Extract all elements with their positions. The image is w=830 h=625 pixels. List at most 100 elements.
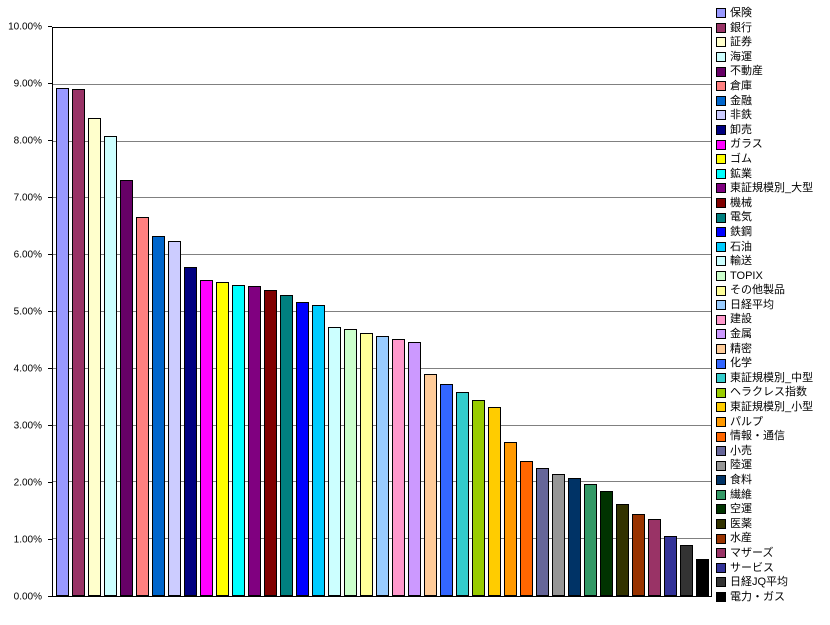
bar-電力・ガス [695, 559, 709, 596]
legend-label: パルプ [730, 415, 763, 428]
legend-swatch [716, 212, 726, 223]
bar-パルプ [503, 441, 517, 596]
legend-label: 空運 [730, 503, 752, 516]
legend-swatch [716, 577, 726, 588]
legend-label: 東証規模別_小型 [730, 401, 814, 414]
legend-swatch [716, 81, 726, 92]
y-tick-mark [48, 197, 52, 198]
legend-swatch [716, 227, 726, 238]
legend-item: 建設 [716, 312, 828, 327]
legend-swatch [716, 285, 726, 296]
legend-label: 非鉄 [730, 109, 752, 122]
legend-label: 精密 [730, 342, 752, 355]
legend-swatch [716, 168, 726, 179]
gridline [53, 197, 711, 199]
legend-label: 卸売 [730, 123, 752, 136]
bar-ガラス [199, 279, 213, 596]
y-tick-mark [48, 596, 52, 597]
y-tick-label: 8.00% [13, 135, 42, 147]
legend-swatch [716, 183, 726, 194]
legend-label: 輸送 [730, 255, 752, 268]
legend-label: 金属 [730, 328, 752, 341]
bar-精密 [423, 374, 437, 596]
legend-label: その他製品 [730, 284, 785, 297]
legend-swatch [716, 343, 726, 354]
legend-label: 金融 [730, 94, 752, 107]
legend-swatch [716, 533, 726, 544]
legend-item: 化学 [716, 356, 828, 371]
legend-item: 情報・通信 [716, 429, 828, 444]
legend-label: 電気 [730, 211, 752, 224]
legend-item: 鉄鋼 [716, 225, 828, 240]
legend-swatch [716, 139, 726, 150]
y-tick-label: 5.00% [13, 306, 42, 318]
y-tick-mark [48, 482, 52, 483]
y-tick-mark [48, 425, 52, 426]
legend-label: 食料 [730, 474, 752, 486]
y-axis: 0.00% 1.00% 2.00% 3.00% 4.00% 5.00% 6.00% 7.00%… [0, 22, 52, 603]
y-tick-mark [48, 311, 52, 312]
legend-item: マザーズ [716, 546, 828, 561]
y-tick-label: 7.00% [13, 192, 42, 204]
legend-item: 海運 [716, 50, 828, 65]
legend-item: 東証規模別_大型 [716, 181, 828, 196]
legend-label: 電力・ガス [730, 590, 785, 603]
gridline [53, 311, 711, 312]
legend-label: 鉄鋼 [730, 225, 752, 238]
bar-水産 [631, 513, 645, 596]
legend-label: 保険 [730, 7, 752, 19]
legend-label: 医薬 [730, 517, 752, 530]
bar-繊維 [583, 484, 597, 596]
legend-swatch [716, 125, 726, 136]
legend-item: 金属 [716, 327, 828, 342]
legend-item: 水産 [716, 531, 828, 546]
bars [53, 28, 711, 596]
legend-item: 陸運 [716, 458, 828, 473]
bar-証券 [87, 117, 101, 596]
y-tick-mark [48, 26, 52, 27]
bar-建設 [391, 339, 405, 596]
legend-swatch [716, 154, 726, 165]
y-tick-mark [48, 254, 52, 255]
legend-item: TOPIX [716, 269, 828, 284]
legend-swatch [716, 300, 726, 311]
legend-item: 電力・ガス [716, 590, 828, 605]
legend-swatch [716, 198, 726, 209]
bar-倉庫 [135, 217, 149, 596]
bar-卸売 [183, 266, 197, 596]
bar-銀行 [71, 89, 85, 596]
legend-item: 卸売 [716, 123, 828, 138]
bar-鉄鋼 [295, 302, 309, 596]
legend-swatch [716, 8, 726, 19]
legend-item: 保険 [716, 6, 828, 21]
legend-swatch [716, 66, 726, 77]
bar-保険 [55, 87, 69, 596]
legend-swatch [716, 22, 726, 33]
legend-item: サービス [716, 561, 828, 576]
legend-item: 非鉄 [716, 108, 828, 123]
y-tick-label: 3.00% [13, 420, 42, 432]
y-tick-label: 10.00% [8, 21, 42, 33]
legend-label: 不動産 [730, 65, 763, 78]
legend-swatch [716, 270, 726, 281]
legend-swatch [716, 373, 726, 384]
bar-日経JQ平均 [679, 544, 693, 596]
legend-item: 東証規模別_小型 [716, 400, 828, 415]
legend-swatch [716, 110, 726, 121]
legend: 保険 銀行 証券 海運 不動産 倉庫 金融 非鉄 卸売 ガラス ゴム 鉱業 東証規模別_大型 機械 電気 鉄鋼… [716, 6, 828, 604]
bar-金属 [407, 342, 421, 596]
legend-item: ガラス [716, 137, 828, 152]
legend-swatch [716, 489, 726, 500]
bar-ヘラクレス指数 [471, 400, 485, 596]
legend-swatch [716, 460, 726, 471]
legend-item: 鉱業 [716, 167, 828, 182]
bar-化学 [439, 384, 453, 596]
y-tick-mark [48, 539, 52, 540]
bar-電気 [279, 294, 293, 596]
legend-item: 輸送 [716, 254, 828, 269]
legend-item: 不動産 [716, 64, 828, 79]
bar-鉱業 [231, 284, 245, 596]
y-tick-label: 6.00% [13, 249, 42, 261]
legend-swatch [716, 241, 726, 252]
legend-label: 小売 [730, 444, 752, 457]
